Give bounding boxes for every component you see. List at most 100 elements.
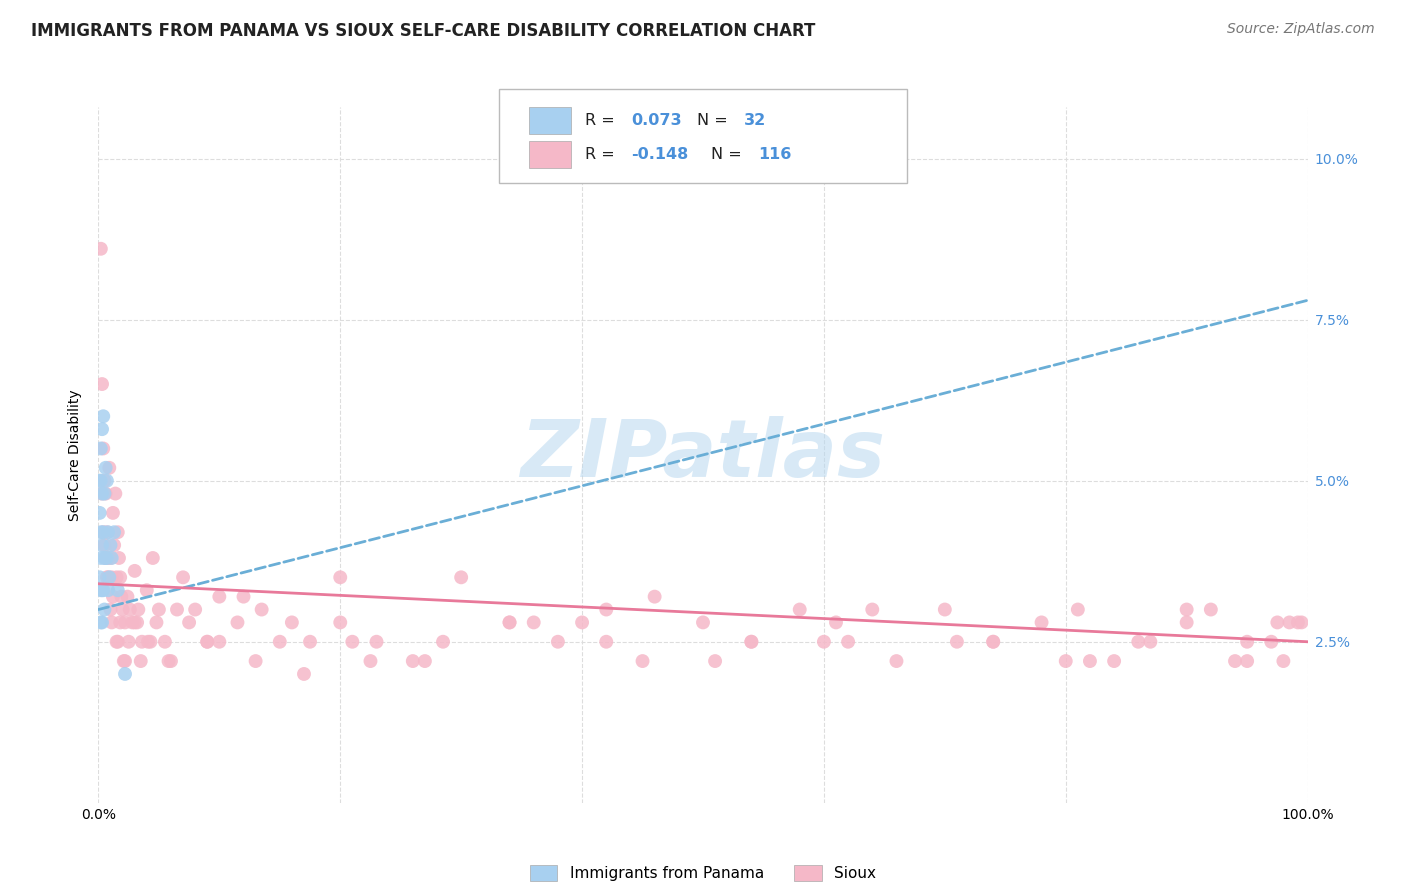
Point [96, 474, 118, 488]
Point [96, 570, 118, 584]
Point [208, 634, 231, 648]
Point [142, 551, 165, 566]
Point [97, 525, 120, 540]
Point [94, 486, 117, 500]
Point [208, 590, 231, 604]
Point [129, 654, 152, 668]
Point [91, 409, 114, 424]
Point [91, 422, 114, 436]
Point [1223, 654, 1246, 668]
Point [813, 634, 835, 648]
Point [97, 551, 120, 566]
Point [292, 667, 315, 681]
Text: R =: R = [585, 113, 620, 128]
Point [121, 615, 143, 630]
Point [108, 570, 131, 584]
Point [166, 602, 188, 616]
Legend: Immigrants from Panama, Sioux: Immigrants from Panama, Sioux [524, 859, 882, 888]
Text: IMMIGRANTS FROM PANAMA VS SIOUX SELF-CARE DISABILITY CORRELATION CHART: IMMIGRANTS FROM PANAMA VS SIOUX SELF-CAR… [31, 22, 815, 40]
Point [111, 602, 134, 616]
Point [89, 506, 111, 520]
Point [498, 615, 520, 630]
Point [107, 634, 129, 648]
Text: N =: N = [697, 113, 734, 128]
Point [886, 654, 908, 668]
Point [1078, 654, 1101, 668]
Point [90, 474, 112, 488]
Point [127, 615, 149, 630]
Point [97, 570, 120, 584]
Point [90, 551, 112, 566]
Point [139, 634, 162, 648]
Point [97, 583, 120, 598]
Point [1236, 634, 1258, 648]
Point [692, 615, 714, 630]
Point [1102, 654, 1125, 668]
Text: 116: 116 [758, 147, 792, 161]
Point [108, 615, 131, 630]
Point [98, 460, 121, 475]
Point [1054, 654, 1077, 668]
Point [89, 570, 111, 584]
Point [1139, 634, 1161, 648]
Point [104, 486, 127, 500]
Point [432, 634, 454, 648]
Point [1175, 615, 1198, 630]
Point [740, 634, 762, 648]
Point [179, 615, 201, 630]
Point [195, 634, 218, 648]
Point [100, 538, 122, 552]
Point [94, 551, 117, 566]
Point [226, 615, 249, 630]
Point [195, 634, 218, 648]
Point [184, 602, 207, 616]
Point [498, 615, 520, 630]
Point [172, 570, 194, 584]
Point [1278, 615, 1301, 630]
Y-axis label: Self-Care Disability: Self-Care Disability [69, 389, 83, 521]
Point [934, 602, 956, 616]
Point [366, 634, 388, 648]
Point [269, 634, 291, 648]
Text: ZIPatlas: ZIPatlas [520, 416, 886, 494]
Point [90, 442, 112, 456]
Point [110, 590, 132, 604]
Point [107, 583, 129, 598]
Point [1175, 602, 1198, 616]
Point [789, 602, 811, 616]
Point [740, 634, 762, 648]
Point [114, 654, 136, 668]
Point [136, 634, 159, 648]
Point [124, 564, 146, 578]
Point [96, 525, 118, 540]
Point [91, 538, 114, 552]
Point [100, 551, 122, 566]
Text: 32: 32 [744, 113, 766, 128]
Point [117, 590, 139, 604]
Text: N =: N = [711, 147, 748, 161]
Point [91, 583, 114, 598]
Point [91, 486, 114, 500]
Point [100, 551, 122, 566]
Point [118, 602, 141, 616]
Point [93, 602, 115, 616]
Point [91, 583, 114, 598]
Point [127, 602, 149, 616]
Point [91, 486, 114, 500]
Point [114, 667, 136, 681]
Point [523, 615, 546, 630]
Point [1260, 634, 1282, 648]
Point [93, 486, 115, 500]
Point [145, 615, 167, 630]
Point [96, 551, 118, 566]
Point [118, 634, 141, 648]
Point [1199, 602, 1222, 616]
Point [91, 615, 114, 630]
Point [413, 654, 436, 668]
Point [595, 602, 617, 616]
Point [299, 634, 322, 648]
Point [547, 634, 569, 648]
Point [91, 525, 114, 540]
Point [1267, 615, 1289, 630]
Point [981, 634, 1004, 648]
